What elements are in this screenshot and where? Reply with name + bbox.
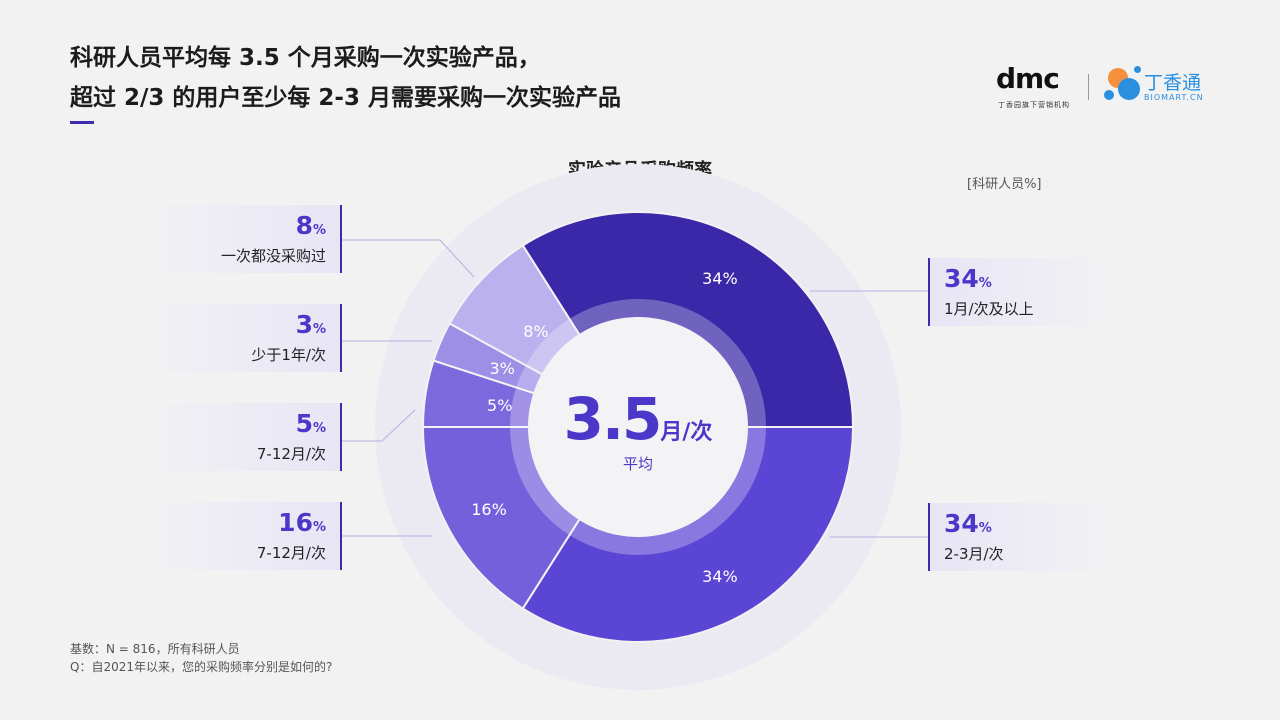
label-number: 3 <box>295 310 313 339</box>
label-category: 2-3月/次 <box>944 545 1004 563</box>
dmc-logo: dmc <box>996 62 1060 95</box>
label-value: 34% <box>944 264 992 293</box>
label-box-7-12-a: 5% 7-12月/次 <box>140 403 342 471</box>
slice-data-label: 34% <box>702 567 738 586</box>
logo-divider <box>1088 74 1089 100</box>
biomart-logo-name: 丁香通 <box>1144 72 1202 94</box>
center-average: 3.5月/次 平均 <box>538 385 738 474</box>
average-caption: 平均 <box>622 455 653 473</box>
label-box-never: 8% 一次都没采购过 <box>140 205 342 273</box>
label-number: 34 <box>944 264 979 293</box>
logo-group: dmc 丁香园旗下营销机构 丁香通 BIOMART.CN <box>996 62 1216 112</box>
title-line-1: 科研人员平均每 3.5 个月采购一次实验产品， <box>70 45 541 71</box>
label-number: 5 <box>295 409 313 438</box>
average-number: 3.5 <box>563 385 663 453</box>
page-title: 科研人员平均每 3.5 个月采购一次实验产品， 超过 2/3 的用户至少每 2-… <box>70 38 621 118</box>
label-category: 一次都没采购过 <box>220 247 326 265</box>
label-box-7-12-b: 16% 7-12月/次 <box>140 502 342 570</box>
label-value: 5% <box>295 409 326 438</box>
label-category: 1月/次及以上 <box>944 300 1034 318</box>
biomart-logo-dot <box>1134 66 1141 73</box>
label-value: 34% <box>944 509 992 538</box>
label-value: 16% <box>278 508 326 537</box>
slice-data-label: 3% <box>489 359 514 378</box>
biomart-logo-subtitle: BIOMART.CN <box>1144 93 1204 102</box>
leader-line-never <box>340 239 475 278</box>
biomart-logo-dot <box>1104 90 1114 100</box>
biomart-logo-dot <box>1118 78 1140 100</box>
label-box-monthly: 34% 1月/次及以上 <box>928 258 1115 326</box>
slice-data-label: 5% <box>487 396 512 415</box>
label-value: 8% <box>295 211 326 240</box>
center-disc <box>528 317 748 537</box>
footnote-base: 基数：N = 816，所有科研人员 <box>70 642 240 656</box>
label-box-2-3-months: 34% 2-3月/次 <box>928 503 1115 571</box>
average-value: 3.5月/次 <box>538 385 738 453</box>
title-underline <box>70 121 94 124</box>
slice-data-label: 16% <box>471 500 507 519</box>
label-category: 7-12月/次 <box>256 544 326 562</box>
footnote-question: Q：自2021年以来，您的采购频率分别是如何的? <box>70 660 333 674</box>
unit-label: [科研人员%] <box>967 177 1042 192</box>
slice-data-label: 34% <box>702 269 738 288</box>
label-category: 7-12月/次 <box>256 445 326 463</box>
title-line-2: 超过 2/3 的用户至少每 2-3 月需要采购一次实验产品 <box>70 85 621 111</box>
label-value: 3% <box>295 310 326 339</box>
dmc-logo-subtitle: 丁香园旗下营销机构 <box>998 101 1070 109</box>
slice-data-label: 8% <box>523 322 548 341</box>
average-unit: 月/次 <box>660 420 713 445</box>
label-category: 少于1年/次 <box>251 346 326 364</box>
label-number: 34 <box>944 509 979 538</box>
leader-line-7-12-a <box>340 409 416 442</box>
label-box-less-than-year: 3% 少于1年/次 <box>140 304 342 372</box>
label-number: 16 <box>278 508 313 537</box>
label-number: 8 <box>295 211 313 240</box>
